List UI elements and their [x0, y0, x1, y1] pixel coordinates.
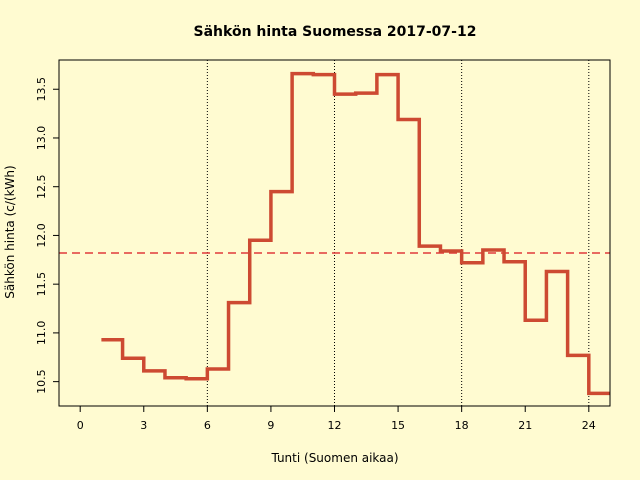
x-tick-label: 18	[455, 419, 469, 432]
y-axis-label: Sähkön hinta (c/(kWh)	[3, 165, 17, 298]
x-axis-label: Tunti (Suomen aikaa)	[270, 451, 398, 465]
x-tick-label: 9	[267, 419, 274, 432]
x-tick-label: 6	[204, 419, 211, 432]
y-tick-label: 11.5	[35, 272, 48, 297]
y-tick-label: 13.5	[35, 77, 48, 102]
plot-area: 0 3 6 9 12 15 18 21 24 10.5 11.0 11.5 12.0 12.5 13.0 13…	[35, 59, 611, 432]
price-series-line	[101, 71, 610, 396]
y-tick-label: 12.0	[35, 223, 48, 248]
chart-title: Sähkön hinta Suomessa 2017-07-12	[194, 24, 477, 40]
x-tick-label: 15	[391, 419, 405, 432]
y-tick-label: 12.5	[35, 174, 48, 199]
y-tick-label: 10.5	[35, 369, 48, 394]
x-tick-label: 21	[518, 419, 532, 432]
x-tick-label: 0	[77, 419, 84, 432]
x-tick-label: 3	[140, 419, 147, 432]
y-tick-label: 13.0	[35, 126, 48, 151]
y-tick-label: 11.0	[35, 321, 48, 346]
x-tick-label: 12	[328, 419, 342, 432]
x-tick-label: 24	[582, 419, 596, 432]
